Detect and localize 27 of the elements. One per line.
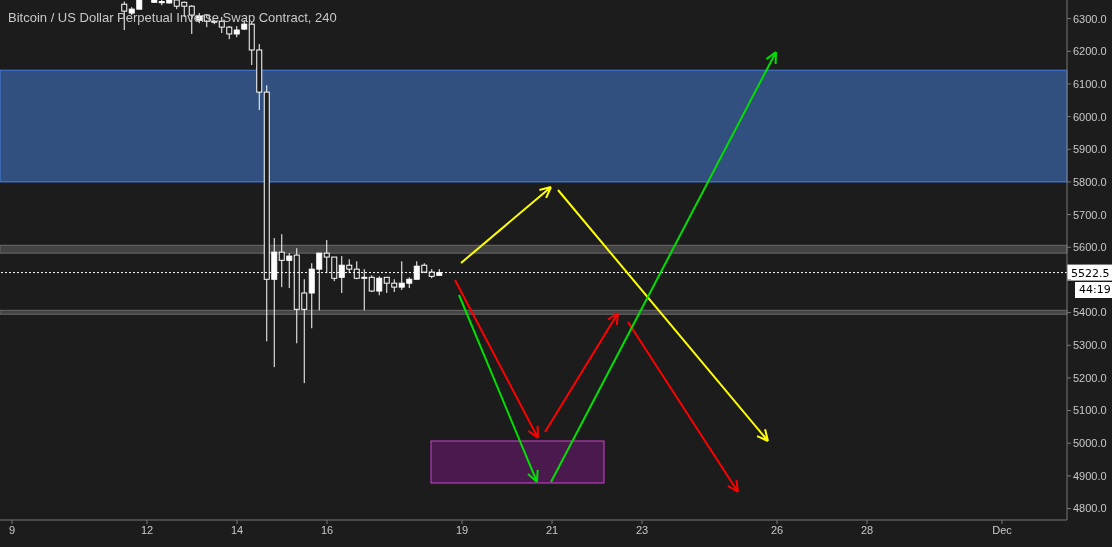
y-tick-label: 6200.0 (1073, 45, 1107, 58)
y-tick-label: 5000.0 (1073, 437, 1107, 450)
x-tick-label: 26 (770, 523, 784, 536)
y-tick-label: 5600.0 (1073, 241, 1107, 254)
x-tick-label: 19 (455, 523, 469, 536)
y-tick-label: 4800.0 (1073, 502, 1107, 515)
y-tick-label: 6300.0 (1073, 12, 1107, 25)
y-tick-label: 5900.0 (1073, 143, 1107, 156)
y-tick-label: 5200.0 (1073, 371, 1107, 384)
y-tick-label: 6100.0 (1073, 77, 1107, 90)
x-tick-label: 9 (8, 523, 16, 536)
y-tick-label: 5100.0 (1073, 404, 1107, 417)
y-tick-label: 4900.0 (1073, 469, 1107, 482)
ref-line-label: 5522.5 (1071, 266, 1110, 280)
x-tick-label: 21 (545, 523, 559, 536)
y-tick-label: 5300.0 (1073, 339, 1107, 352)
x-tick-label: Dec (992, 523, 1013, 536)
y-tick-label: 5800.0 (1073, 175, 1107, 188)
y-tick-label: 5700.0 (1073, 208, 1107, 221)
x-tick-label: 14 (230, 523, 244, 536)
x-tick-label: 16 (320, 523, 334, 536)
x-tick-label: 23 (635, 523, 649, 536)
y-tick-label: 6000.0 (1073, 110, 1107, 123)
x-tick-label: 12 (140, 523, 154, 536)
y-tick-label: 5400.0 (1073, 306, 1107, 319)
x-tick-label: 28 (860, 523, 874, 536)
text: 44:19 (1075, 281, 1112, 298)
